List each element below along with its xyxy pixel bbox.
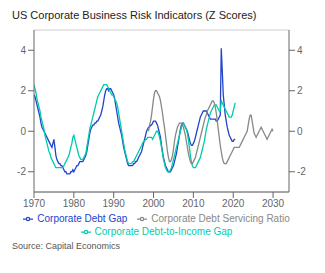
svg-text:0: 0	[297, 126, 303, 137]
html-text:US Corporate Business Risk Ind: US Corporate Business Risk Indicators (Z…	[12, 9, 257, 21]
svg-text:0: 0	[20, 126, 26, 137]
svg-text:-2: -2	[297, 166, 306, 177]
html-text:Corporate Debt-to-Income Gap: Corporate Debt-to-Income Gap	[94, 226, 233, 237]
svg-text:2: 2	[20, 85, 26, 96]
svg-text:4: 4	[20, 45, 26, 56]
svg-text:2020: 2020	[222, 198, 245, 209]
html-text:Source: Capital Economics: Source: Capital Economics	[12, 241, 121, 251]
svg-text:1970: 1970	[23, 198, 46, 209]
svg-text:1990: 1990	[103, 198, 126, 209]
html-text:Corporate Debt Gap: Corporate Debt Gap	[37, 213, 128, 224]
svg-text:2030: 2030	[262, 198, 285, 209]
svg-text:1980: 1980	[63, 198, 86, 209]
svg-text:2000: 2000	[142, 198, 165, 209]
svg-text:2010: 2010	[182, 198, 205, 209]
svg-text:2: 2	[297, 85, 303, 96]
html-text:Corporate Debt Servicing Ratio: Corporate Debt Servicing Ratio	[151, 213, 290, 224]
svg-text:-2: -2	[17, 166, 26, 177]
svg-text:4: 4	[297, 45, 303, 56]
